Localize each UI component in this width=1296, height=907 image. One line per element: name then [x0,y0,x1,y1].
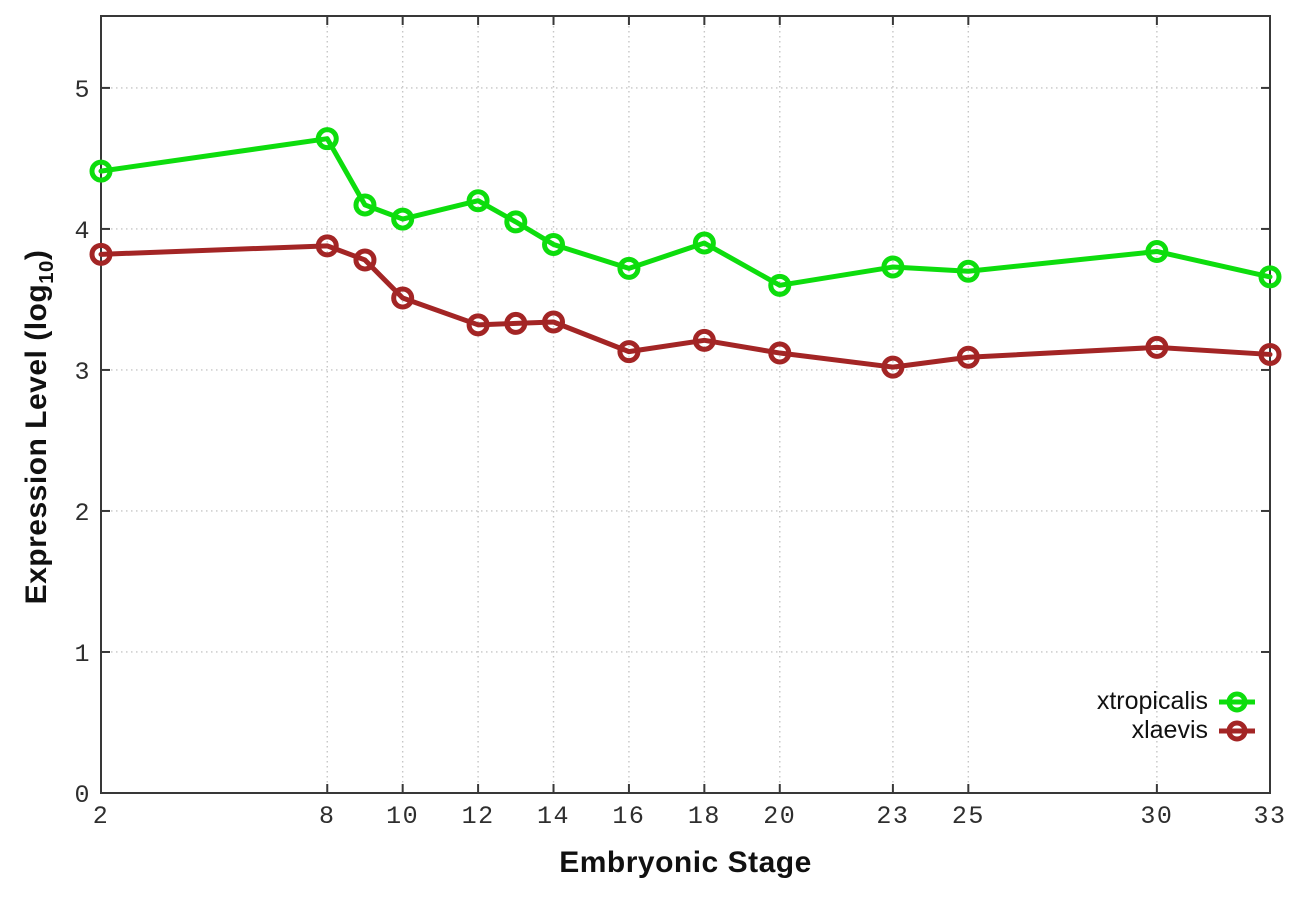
y-axis-title: Expression Level (log10) [16,127,58,727]
x-tick-label: 2 [93,802,110,831]
data-point-xtropicalis [692,231,716,255]
data-point-xlaevis [1145,335,1169,359]
data-point-xtropicalis [768,273,792,297]
y-tick-label: 1 [74,640,91,669]
y-tick-label: 0 [74,781,91,810]
data-point-xtropicalis [353,193,377,217]
x-tick-label: 23 [876,802,909,831]
y-axis-title-text: Expression Level (log [20,283,53,605]
y-tick-label: 3 [74,358,91,387]
data-point-xlaevis [617,340,641,364]
legend: xtropicalis xlaevis [1097,687,1256,745]
y-tick-label: 5 [74,76,91,105]
series-line-xlaevis [98,243,1273,370]
data-point-xtropicalis [881,255,905,279]
x-tick-label: 14 [537,802,570,831]
data-point-xtropicalis [315,127,339,151]
x-tick-label: 16 [612,802,645,831]
y-axis-title-suffix: ) [20,249,53,261]
legend-marker-xtropicalis-icon [1219,691,1255,712]
data-point-xlaevis [391,286,415,310]
data-point-xtropicalis [391,207,415,231]
data-point-xlaevis [504,311,528,335]
data-point-xlaevis [881,355,905,379]
x-tick-label: 30 [1140,802,1173,831]
data-point-xlaevis [956,345,980,369]
y-tick-label: 2 [74,499,91,528]
legend-marker-xlaevis-icon [1219,720,1255,741]
data-point-xtropicalis [617,256,641,280]
x-tick-label: 10 [386,802,419,831]
x-tick-label: 33 [1253,802,1286,831]
data-point-xtropicalis [504,210,528,234]
x-tick-label: 25 [952,802,985,831]
x-tick-label: 12 [462,802,495,831]
data-point-xtropicalis [1145,239,1169,263]
data-point-xlaevis [466,313,490,337]
legend-label-xlaevis: xlaevis [1131,716,1208,744]
y-axis-title-subscript: 10 [36,260,58,284]
data-point-xlaevis [315,234,339,258]
data-point-xlaevis [1258,342,1282,366]
series-line-xtropicalis [98,136,1273,288]
data-point-xtropicalis [89,159,113,183]
legend-label-xtropicalis: xtropicalis [1096,687,1208,715]
data-point-xlaevis [89,242,113,266]
x-tick-label: 18 [688,802,721,831]
legend-entry-xlaevis: xlaevis [1132,716,1256,745]
x-tick-label: 8 [319,802,336,831]
data-point-xlaevis [353,248,377,272]
x-axis-title: Embryonic Stage [559,846,812,879]
plot-border [100,15,1271,794]
x-tick-label: 20 [763,802,796,831]
data-point-xtropicalis [466,189,490,213]
data-point-xlaevis [542,310,566,334]
data-point-xtropicalis [1258,265,1282,289]
y-tick-label: 4 [74,217,91,246]
data-point-xtropicalis [956,259,980,283]
legend-entry-xtropicalis: xtropicalis [1097,687,1256,716]
data-point-xlaevis [692,328,716,352]
data-point-xlaevis [768,341,792,365]
data-point-xtropicalis [542,232,566,256]
